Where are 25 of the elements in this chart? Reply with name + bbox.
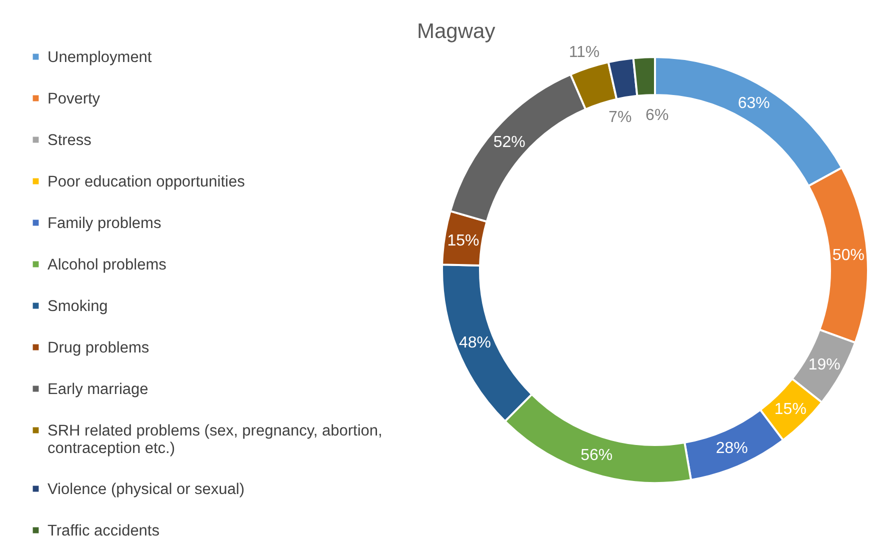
chart-title: Magway [417,20,496,44]
data-label: 15% [447,232,480,250]
data-label: 52% [493,134,526,151]
legend-label: Family problems [48,214,162,232]
legend-label: Drug problems [48,339,150,356]
data-label: 56% [580,447,613,464]
legend-label: Violence (physical or sexual) [48,480,245,498]
data-label: 11% [568,44,600,62]
legend-label: Alcohol problems [48,256,167,274]
data-label: 15% [774,400,806,418]
legend-label: Smoking [48,298,108,315]
data-label: 48% [458,334,492,352]
legend-label: Unemployment [48,48,152,66]
legend-label: SRH related problems (sex, pregnancy, abortion, contraception etc.) [48,422,382,457]
data-label: 7% [608,109,632,126]
data-label: 63% [738,95,770,112]
legend-label: Early marriage [48,380,148,398]
legend-label: Poor education opportunities [48,173,246,190]
legend-label: Poverty [48,90,100,108]
legend-label: Traffic accidents [48,522,160,540]
data-label: 6% [646,107,669,124]
data-label: 28% [716,440,748,458]
data-label: 19% [808,356,840,374]
data-label: 50% [832,247,864,264]
legend-label: Stress [48,132,92,149]
